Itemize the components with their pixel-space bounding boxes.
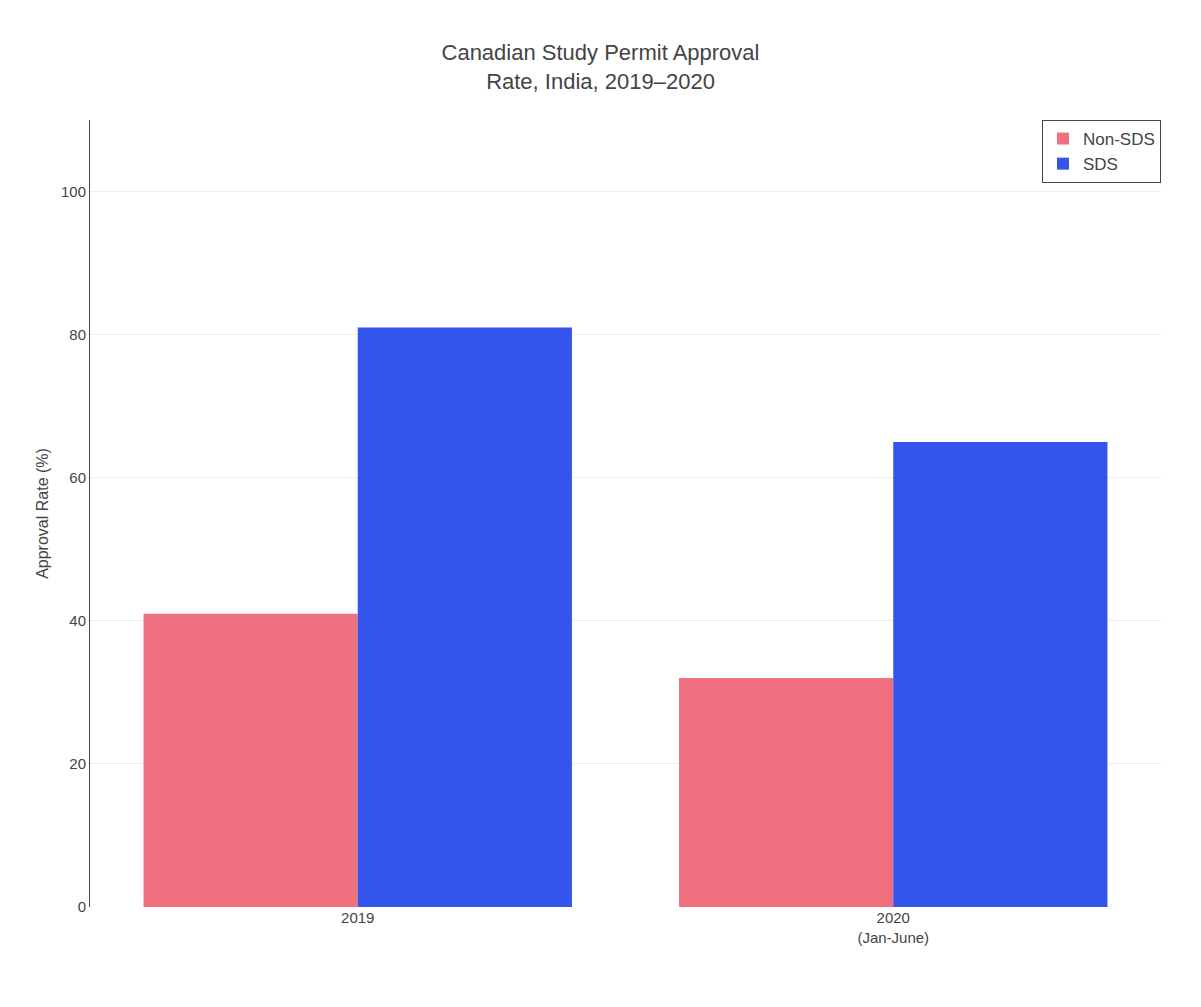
svg-text:Canadian Study Permit Approval: Canadian Study Permit ApprovalRate, Indi… (442, 40, 760, 94)
svg-text:Non-SDS: Non-SDS (1083, 130, 1155, 149)
svg-text:SDS: SDS (1083, 155, 1118, 174)
svg-text:80: 80 (69, 326, 86, 343)
svg-text:40: 40 (69, 612, 86, 629)
svg-text:60: 60 (69, 469, 86, 486)
svg-text:20: 20 (69, 755, 86, 772)
svg-text:Approval Rate (%): Approval Rate (%) (34, 448, 51, 579)
svg-text:0: 0 (78, 898, 86, 915)
svg-text:2020(Jan-June): 2020(Jan-June) (857, 909, 929, 946)
svg-text:2019: 2019 (341, 909, 374, 926)
svg-text:100: 100 (61, 183, 86, 200)
